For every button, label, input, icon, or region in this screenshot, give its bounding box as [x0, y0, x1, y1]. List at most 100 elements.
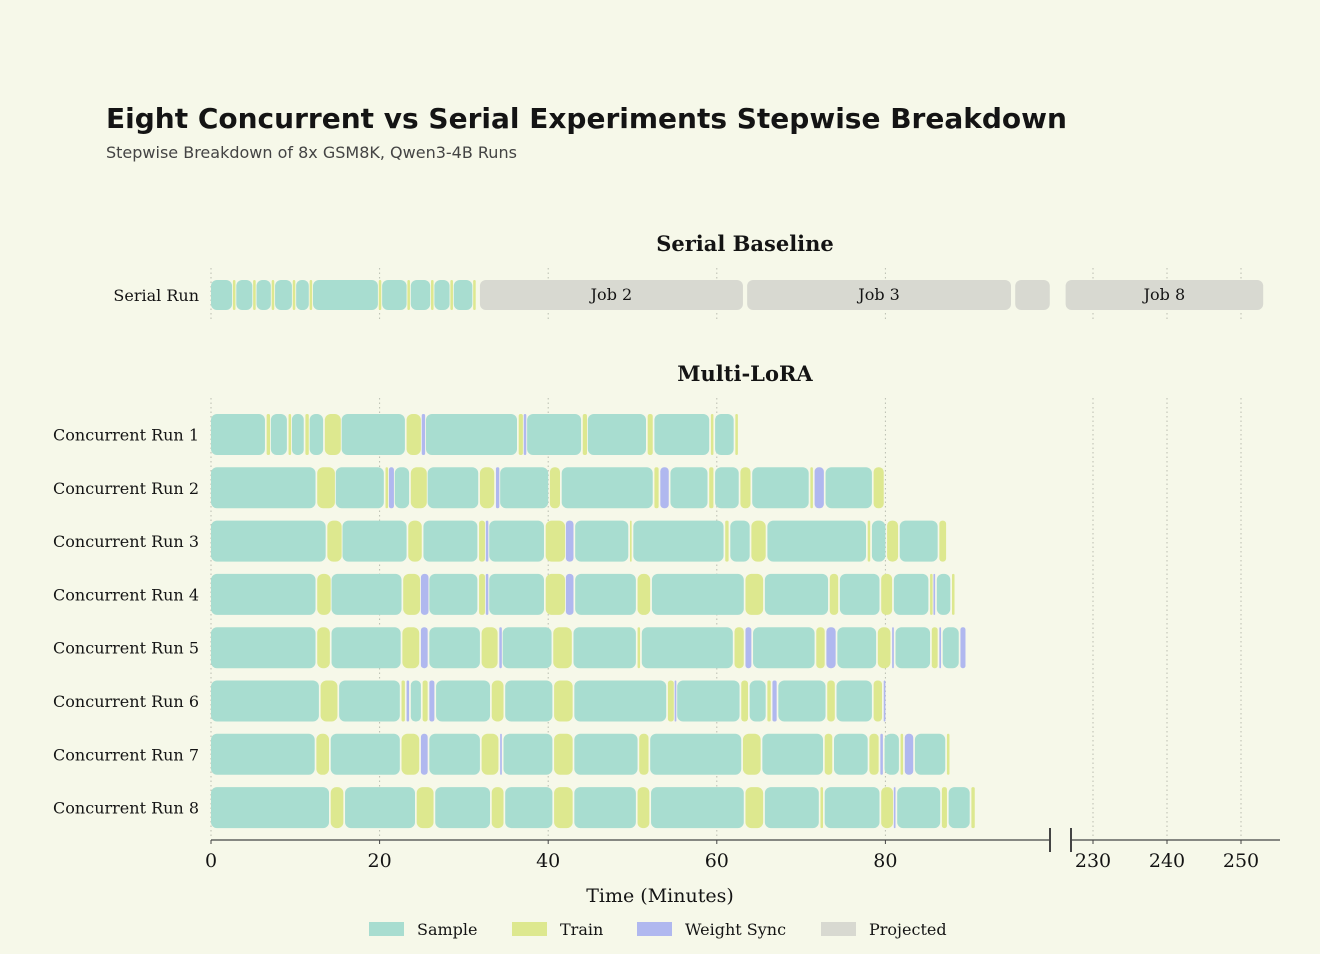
- bar-train-concurrent-run-6-16: [741, 680, 748, 722]
- bar-sample-concurrent-run-4-22: [936, 573, 951, 615]
- x-tick-label-80: 80: [873, 850, 897, 872]
- bar-sample-serial-run-10: [313, 280, 378, 310]
- bar-weight-sync-concurrent-run-4-4: [420, 573, 429, 615]
- bar-sample-concurrent-run-3-10: [575, 520, 629, 562]
- bar-sample-concurrent-run-8-2: [345, 787, 416, 829]
- bar-sample-serial-run-6: [275, 280, 292, 310]
- bar-sample-concurrent-run-1-20: [715, 414, 734, 455]
- bar-sample-concurrent-run-6-8: [436, 680, 491, 722]
- bar-train-concurrent-run-6-13: [667, 680, 674, 722]
- bar-weight-sync-concurrent-run-5-14: [745, 627, 752, 669]
- bar-sample-serial-run-0: [211, 280, 233, 310]
- legend-swatch-weight-sync: [637, 922, 672, 936]
- bar-train-concurrent-run-7-11: [639, 733, 649, 775]
- bar-train-concurrent-run-1-3: [288, 414, 292, 455]
- bar-train-concurrent-run-8-5: [491, 787, 504, 829]
- bar-train-serial-run-19: [473, 280, 476, 310]
- bar-train-serial-run-7: [292, 280, 296, 310]
- bar-train-concurrent-run-2-3: [385, 467, 389, 509]
- bar-weight-sync-concurrent-run-5-20: [892, 627, 894, 669]
- row-label-concurrent-run-3: Concurrent Run 3: [53, 532, 199, 551]
- bar-label-job-2: Job 2: [589, 285, 633, 304]
- x-tick-label-250: 250: [1223, 850, 1259, 872]
- x-tick-label-40: 40: [536, 850, 560, 872]
- bar-sample-concurrent-run-7-19: [884, 733, 899, 775]
- bar-sample-concurrent-run-4-17: [839, 573, 880, 615]
- bar-sample-concurrent-run-2-17: [715, 467, 739, 509]
- bar-sample-concurrent-run-5-2: [331, 627, 401, 669]
- x-axis-label: Time (Minutes): [586, 885, 734, 907]
- bar-train-concurrent-run-5-9: [553, 627, 572, 669]
- bar-sample-concurrent-run-2-12: [561, 467, 653, 509]
- bar-train-concurrent-run-6-1: [320, 680, 338, 722]
- legend-label-train: Train: [560, 920, 603, 939]
- bar-sample-concurrent-run-8-4: [435, 787, 491, 829]
- bar-weight-sync-concurrent-run-5-7: [499, 627, 502, 669]
- bar-train-concurrent-run-4-9: [545, 573, 566, 615]
- bar-sample-concurrent-run-5-5: [429, 627, 480, 669]
- bar-sample-concurrent-run-3-2: [342, 520, 407, 562]
- bar-sample-serial-run-4: [256, 280, 271, 310]
- bar-train-serial-run-3: [253, 280, 256, 310]
- bar-train-concurrent-run-1-12: [518, 414, 523, 455]
- bar-weight-sync-concurrent-run-7-7: [500, 733, 502, 775]
- bar-train-concurrent-run-2-1: [317, 467, 335, 509]
- bar-train-concurrent-run-6-3: [401, 680, 405, 722]
- bar-train-concurrent-run-8-20: [971, 787, 975, 829]
- bar-sample-concurrent-run-7-10: [574, 733, 638, 775]
- bar-sample-concurrent-run-3-14: [730, 520, 750, 562]
- bar-train-concurrent-run-4-16: [829, 573, 839, 615]
- bar-train-concurrent-run-3-13: [725, 520, 729, 562]
- bar-sample-concurrent-run-7-22: [914, 733, 946, 775]
- bar-train-concurrent-run-5-3: [402, 627, 420, 669]
- bar-weight-sync-concurrent-run-4-7: [485, 573, 489, 615]
- bar-train-concurrent-run-3-11: [629, 520, 632, 562]
- x-tick-label-240: 240: [1149, 850, 1185, 872]
- bar-train-concurrent-run-5-11: [637, 627, 641, 669]
- bar-sample-concurrent-run-5-12: [641, 627, 733, 669]
- bar-sample-concurrent-run-1-11: [425, 414, 518, 455]
- bar-train-concurrent-run-3-3: [408, 520, 422, 562]
- bar-train-concurrent-run-3-21: [939, 520, 947, 562]
- bar-sample-concurrent-run-1-16: [587, 414, 646, 455]
- bar-train-serial-run-1: [232, 280, 236, 310]
- bar-weight-sync-concurrent-run-2-21: [814, 467, 824, 509]
- legend: Sample Train Weight Sync Projected: [369, 920, 947, 939]
- bar-train-concurrent-run-6-11: [554, 680, 573, 722]
- row-label-concurrent-run-7: Concurrent Run 7: [53, 745, 199, 764]
- bar-sample-serial-run-16: [434, 280, 450, 310]
- bar-sample-concurrent-run-2-19: [752, 467, 809, 509]
- bar-train-serial-run-15: [431, 280, 434, 310]
- chart-subtitle: Stepwise Breakdown of 8x GSM8K, Qwen3-4B…: [106, 143, 517, 162]
- bar-weight-sync-concurrent-run-7-4: [420, 733, 428, 775]
- bar-sample-concurrent-run-2-22: [825, 467, 872, 509]
- bar-weight-sync-concurrent-run-6-19: [772, 680, 777, 722]
- bar-sample-serial-run-12: [382, 280, 407, 310]
- bar-sample-concurrent-run-3-12: [633, 520, 724, 562]
- bar-weight-sync-concurrent-run-2-4: [388, 467, 394, 509]
- bar-train-concurrent-run-1-21: [735, 414, 738, 455]
- bar-train-concurrent-run-7-23: [946, 733, 950, 775]
- bar-sample-concurrent-run-7-5: [429, 733, 480, 775]
- bar-train-concurrent-run-5-6: [481, 627, 498, 669]
- row-label-concurrent-run-1: Concurrent Run 1: [53, 426, 199, 445]
- bar-sample-concurrent-run-5-0: [211, 627, 316, 669]
- bar-train-concurrent-run-3-19: [887, 520, 899, 562]
- bar-label-job-3: Job 3: [856, 285, 900, 304]
- bar-projected-serial-run-22: [1015, 280, 1050, 310]
- bar-train-concurrent-run-6-18: [767, 680, 771, 722]
- bar-sample-concurrent-run-6-15: [677, 680, 740, 722]
- bar-train-concurrent-run-5-16: [816, 627, 825, 669]
- bar-train-concurrent-run-2-18: [740, 467, 751, 509]
- bar-weight-sync-concurrent-run-1-10: [421, 414, 426, 455]
- bar-sample-serial-run-18: [453, 280, 473, 310]
- bar-sample-concurrent-run-8-17: [897, 787, 941, 829]
- bar-sample-concurrent-run-6-22: [836, 680, 872, 722]
- bar-train-concurrent-run-7-20: [900, 733, 904, 775]
- x-tick-label-20: 20: [368, 850, 392, 872]
- bar-sample-concurrent-run-4-2: [331, 573, 402, 615]
- bar-train-concurrent-run-6-9: [491, 680, 504, 722]
- bar-train-concurrent-run-2-6: [410, 467, 427, 509]
- bar-sample-concurrent-run-5-8: [502, 627, 552, 669]
- bar-train-concurrent-run-5-19: [877, 627, 891, 669]
